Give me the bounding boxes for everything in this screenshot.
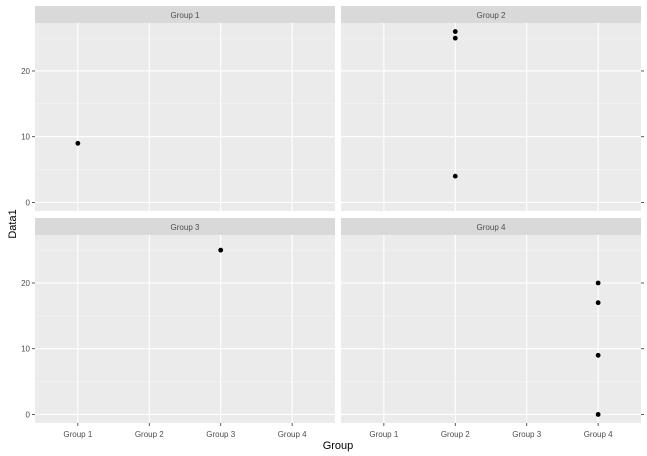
x-tick-label: Group 2 <box>135 430 164 439</box>
data-point <box>452 35 458 41</box>
facet-panel: Group 4 Group 1 Group 2 Group 3 Group 4 <box>341 218 644 439</box>
panel-background <box>341 235 641 423</box>
y-tick-label: 0 <box>26 410 31 419</box>
panel-background <box>35 23 335 211</box>
x-tick-label: Group 3 <box>206 430 235 439</box>
y-axis-title: Data1 <box>7 209 19 238</box>
y-tick-label: 10 <box>21 133 30 142</box>
facet-strip <box>35 6 335 23</box>
x-axis-title: Group <box>323 440 354 452</box>
facet-strip <box>341 6 641 23</box>
data-point <box>595 300 601 306</box>
facet-strip <box>35 218 335 235</box>
y-tick-label: 10 <box>21 345 30 354</box>
x-tick-label: Group 1 <box>369 430 398 439</box>
data-point <box>452 29 458 34</box>
x-tick-label: Group 3 <box>512 430 541 439</box>
facet-strip-label: Group 3 <box>171 223 200 232</box>
panel-background <box>35 235 335 423</box>
data-point <box>595 280 601 286</box>
facet-panel: Group 2 <box>341 6 644 211</box>
panel-background <box>341 23 641 211</box>
facet-strip-label: Group 1 <box>171 11 200 20</box>
y-tick-label: 0 <box>26 198 31 207</box>
data-point <box>595 352 601 358</box>
y-tick-label: 20 <box>21 279 30 288</box>
facet-panel: Group 1 0 10 20 <box>21 6 335 211</box>
x-tick-label: Group 2 <box>441 430 470 439</box>
x-tick-label: Group 1 <box>63 430 92 439</box>
data-point <box>75 140 81 146</box>
facet-strip-label: Group 4 <box>477 223 506 232</box>
facet-strip <box>341 218 641 235</box>
data-point <box>452 173 458 179</box>
data-point <box>595 412 601 417</box>
facet-strip-label: Group 2 <box>477 11 506 20</box>
y-tick-label: 20 <box>21 67 30 76</box>
data-point <box>218 247 224 253</box>
x-tick-label: Group 4 <box>278 430 307 439</box>
facet-panel: Group 3 0 10 20 Group 1 Group 2 Group 3 Group 4 <box>21 218 335 439</box>
x-tick-label: Group 4 <box>584 430 613 439</box>
